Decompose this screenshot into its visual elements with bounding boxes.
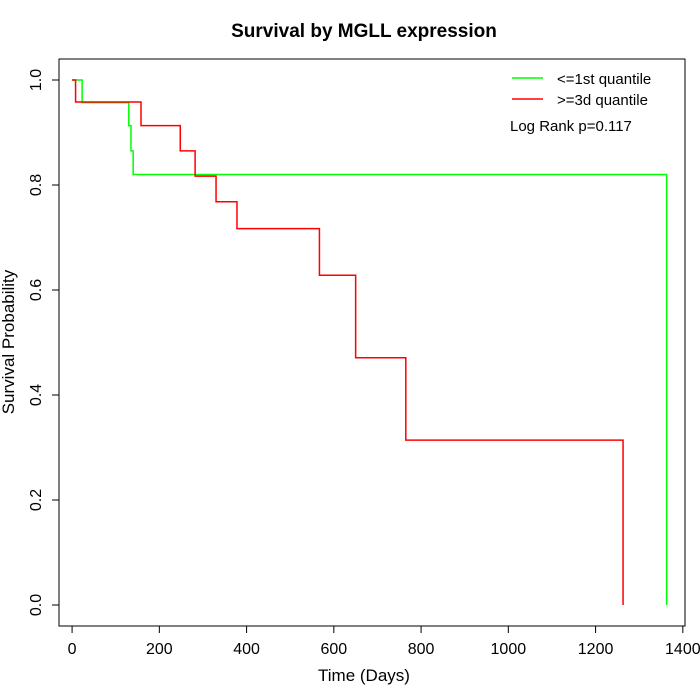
plot-frame [58,58,686,627]
x-tick-label: 1400 [665,641,700,658]
y-tick-label: 1.0 [28,69,45,91]
chart-title: Survival by MGLL expression [231,21,497,42]
x-tick-label: 1200 [578,641,614,658]
x-tick-label: 400 [233,641,260,658]
legend-label-low: <=1st quantile [557,71,651,88]
log-rank-annotation: Log Rank p=0.117 [510,118,632,135]
series-line-low [72,79,668,605]
x-tick-label: 800 [408,641,435,658]
y-tick-label: 0.0 [28,594,45,616]
series-line-high [72,79,624,605]
legend: <=1st quantile >=3d quantile Log Rank p=… [510,71,651,135]
x-tick-label: 0 [68,641,77,658]
y-tick-label: 0.2 [28,489,45,511]
legend-label-high: >=3d quantile [557,92,648,109]
x-axis-label: Time (Days) [318,666,410,685]
x-axis: 0 200 400 600 800 1000 1200 1400 [68,625,700,658]
y-tick-label: 0.8 [28,174,45,196]
x-tick-label: 200 [146,641,173,658]
series-layer [72,79,668,605]
y-tick-label: 0.4 [28,384,45,406]
y-axis: 0.0 0.2 0.4 0.6 0.8 1.0 [28,69,60,616]
x-tick-label: 1000 [491,641,527,658]
y-axis-label: Survival Probability [0,269,18,414]
x-tick-label: 600 [320,641,347,658]
y-tick-label: 0.6 [28,279,45,301]
